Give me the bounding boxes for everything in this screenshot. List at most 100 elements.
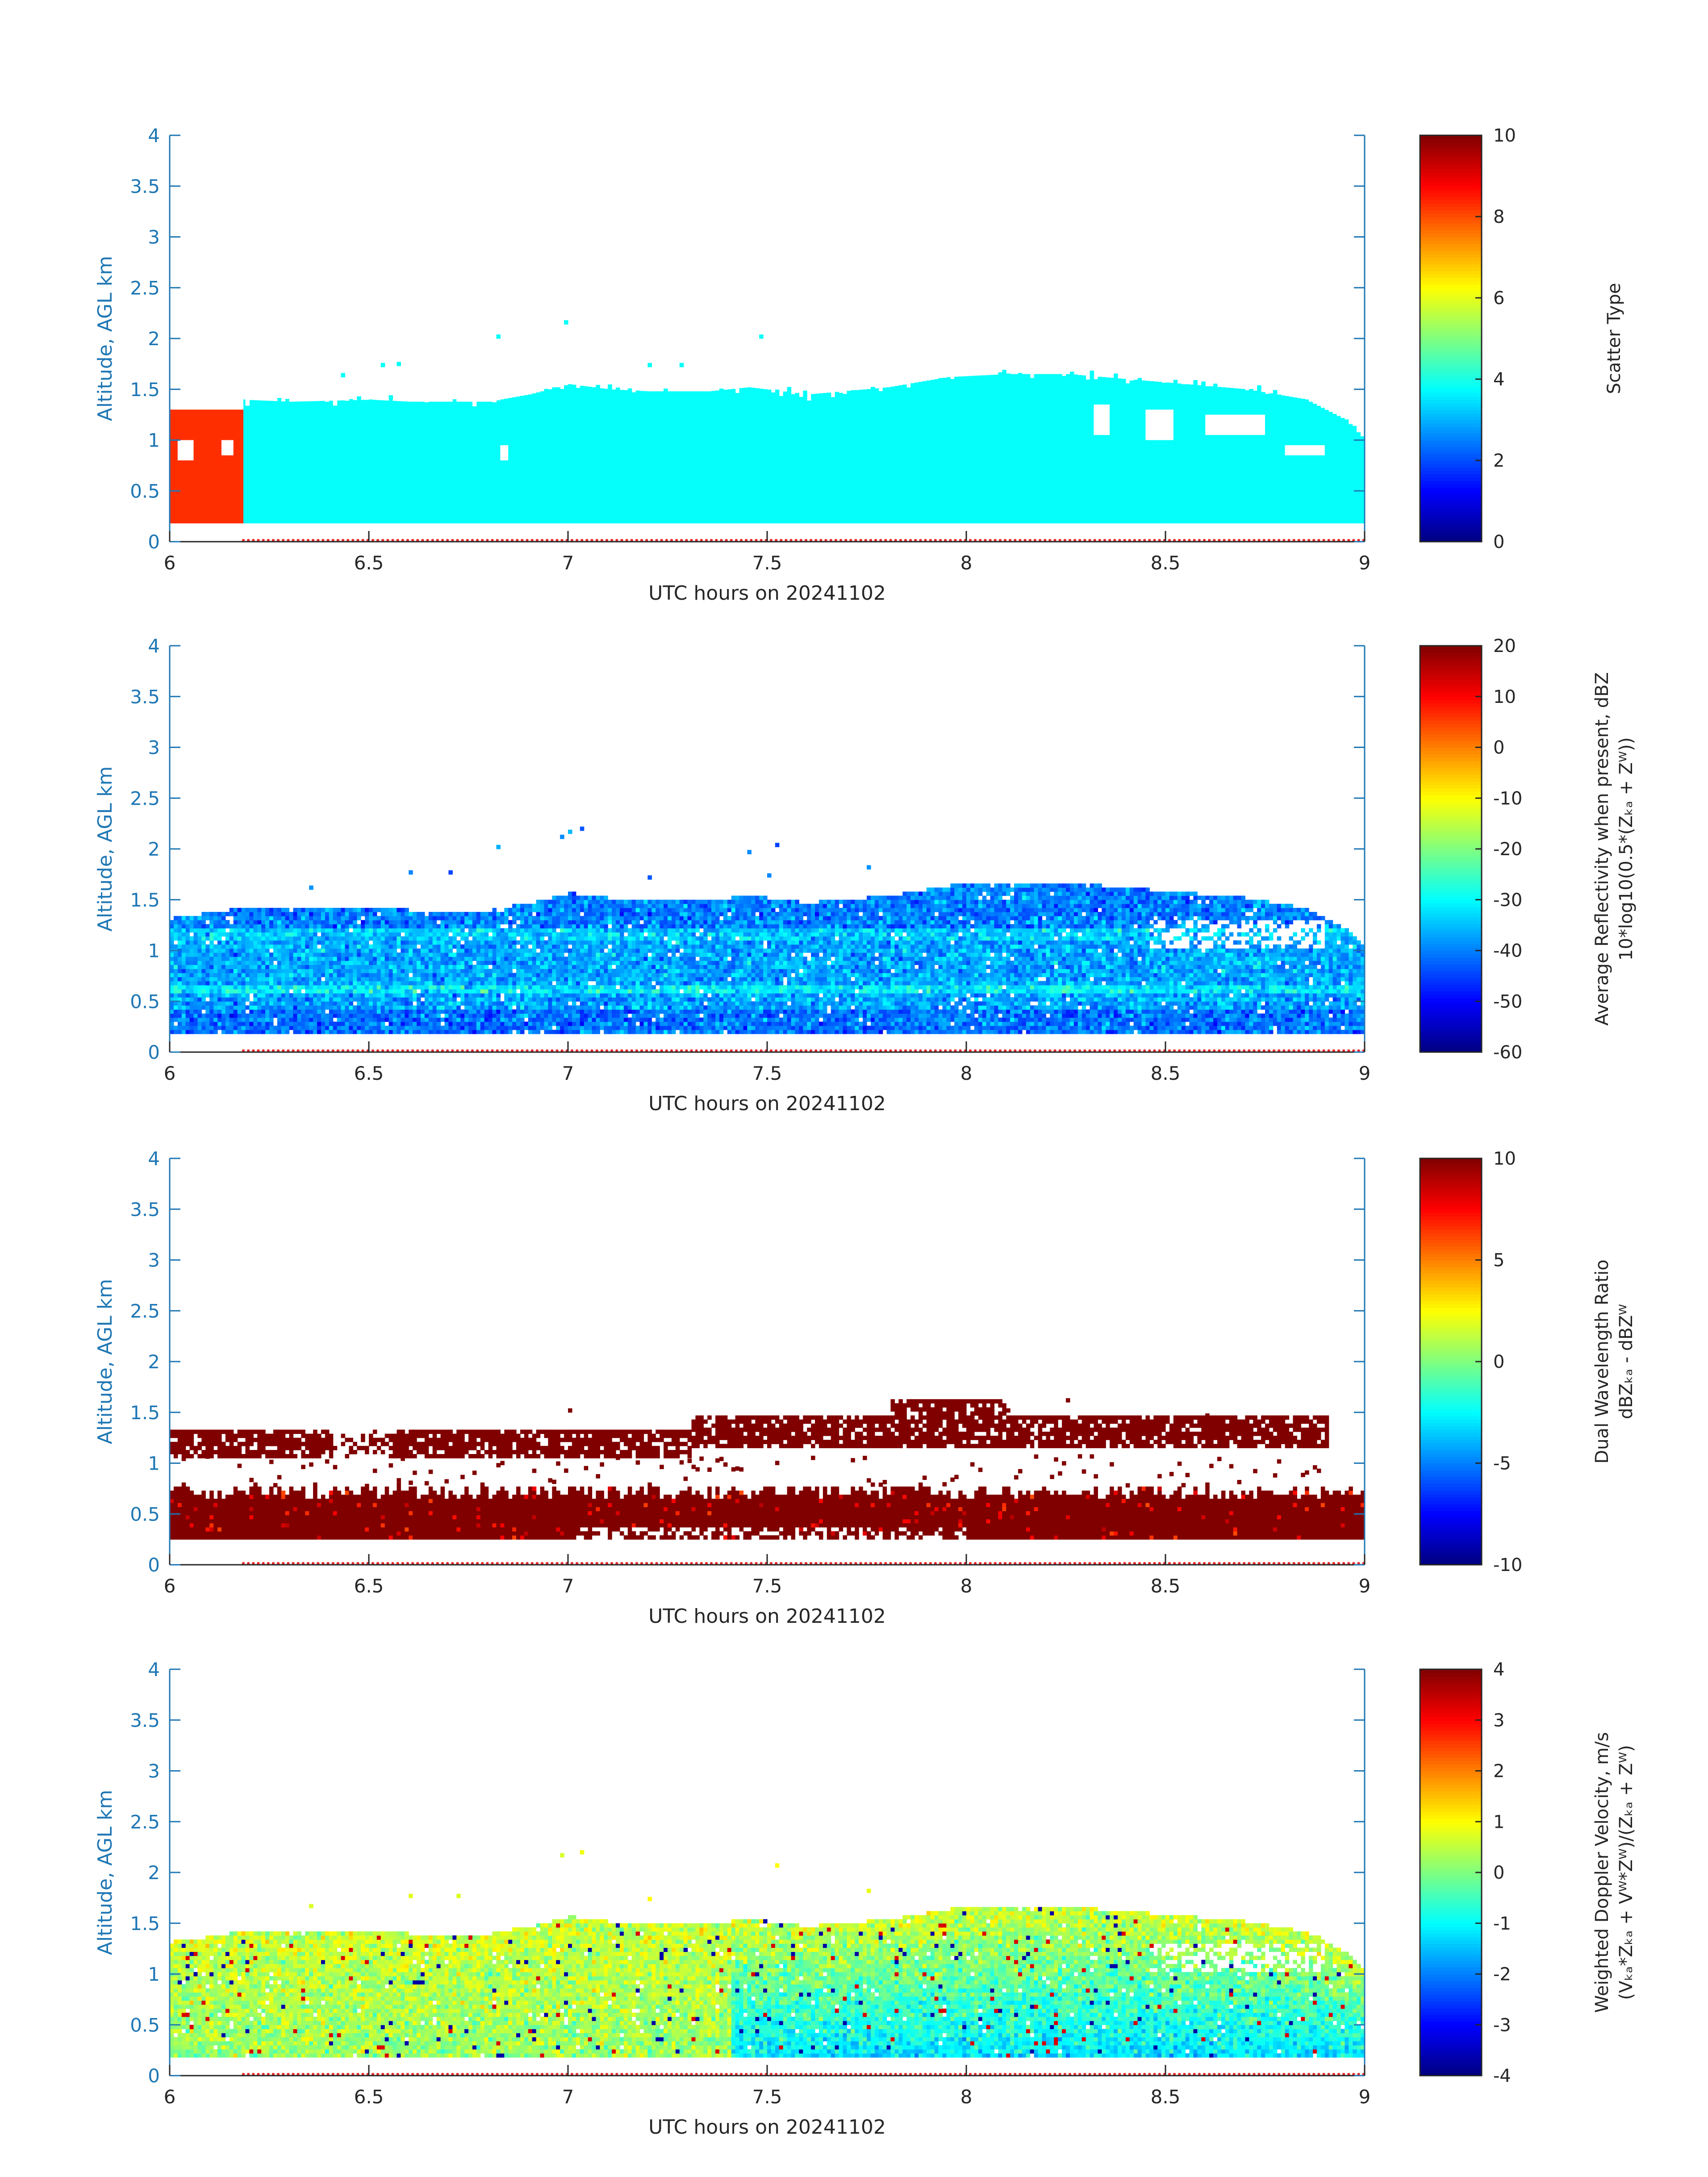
data-cell <box>217 940 222 945</box>
data-cell <box>703 981 708 986</box>
data-cell <box>221 997 226 1002</box>
data-cell <box>703 965 708 969</box>
data-cell <box>389 997 393 1002</box>
data-cell <box>234 961 238 965</box>
data-cell <box>576 936 580 941</box>
data-cell <box>249 928 254 932</box>
data-cell <box>727 1022 732 1026</box>
data-cell <box>556 1026 560 1030</box>
data-cell <box>552 1001 556 1006</box>
data-cell <box>592 932 597 937</box>
data-cell <box>245 997 250 1002</box>
data-cell <box>688 1018 692 1022</box>
data-cell <box>452 944 457 949</box>
data-cell <box>556 916 560 920</box>
data-cell <box>684 916 688 920</box>
data-cell <box>464 969 469 973</box>
data-cell <box>962 376 967 400</box>
data-cell <box>528 928 533 932</box>
data-cell <box>688 1022 692 1026</box>
data-cell <box>493 1005 497 1010</box>
data-cell <box>711 940 716 945</box>
data-cell <box>201 1001 206 1006</box>
data-cell <box>688 1026 692 1030</box>
data-cell <box>680 924 684 928</box>
data-cell <box>452 961 457 965</box>
data-cell <box>504 1022 509 1026</box>
data-cell <box>544 900 548 904</box>
data-cell <box>464 1018 469 1022</box>
data-cell <box>261 965 266 969</box>
data-cell <box>576 953 580 957</box>
data-cell <box>560 953 564 957</box>
data-cell <box>568 384 572 399</box>
data-cell <box>373 981 377 986</box>
data-cell <box>620 932 624 937</box>
data-cell <box>361 940 365 945</box>
data-cell <box>174 916 178 920</box>
data-cell <box>381 1009 385 1014</box>
gap-cell <box>178 440 194 461</box>
data-cell <box>580 1030 585 1034</box>
region-2 <box>243 400 1365 524</box>
data-cell <box>632 961 636 965</box>
data-cell <box>429 985 433 990</box>
data-cell <box>600 936 604 941</box>
data-cell <box>695 1005 700 1010</box>
data-cell <box>389 1001 393 1006</box>
data-cell <box>604 916 608 920</box>
gap-cell <box>253 400 258 401</box>
colorbar-segment <box>1420 163 1482 166</box>
colorbar-segment <box>1420 271 1482 274</box>
data-cell <box>536 1014 541 1018</box>
data-cell <box>249 957 254 961</box>
data-cell <box>660 920 664 924</box>
data-cell <box>293 985 298 990</box>
data-cell <box>596 957 600 961</box>
data-cell <box>273 957 278 961</box>
data-cell <box>524 993 529 998</box>
data-cell <box>468 916 473 920</box>
data-cell <box>715 936 720 941</box>
data-cell <box>197 985 202 990</box>
data-cell <box>540 900 545 904</box>
data-cell <box>437 1014 441 1018</box>
data-cell <box>536 1001 541 1006</box>
data-cell <box>381 1001 385 1006</box>
data-cell <box>361 924 365 928</box>
data-cell <box>624 1014 628 1018</box>
data-cell <box>719 940 724 945</box>
data-cell <box>393 1026 397 1030</box>
data-cell <box>325 940 330 945</box>
data-cell <box>357 924 361 928</box>
data-cell <box>552 1005 556 1010</box>
data-cell <box>309 973 313 978</box>
data-cell <box>572 912 576 916</box>
data-cell <box>385 997 389 1002</box>
data-cell <box>401 973 405 978</box>
data-cell <box>707 1001 712 1006</box>
data-cell <box>269 924 274 928</box>
data-cell <box>636 916 640 920</box>
data-cell <box>568 973 572 978</box>
data-cell <box>552 949 556 953</box>
data-cell <box>281 953 286 957</box>
data-cell <box>723 969 728 973</box>
data-cell <box>409 997 413 1002</box>
data-cell <box>281 993 286 998</box>
data-cell <box>277 1030 282 1034</box>
data-cell <box>584 1009 589 1014</box>
data-cell <box>373 977 377 982</box>
data-cell <box>489 953 493 957</box>
data-cell <box>329 924 334 928</box>
data-cell <box>249 973 254 978</box>
data-cell <box>719 997 724 1002</box>
data-cell <box>253 981 258 986</box>
data-cell <box>656 936 660 941</box>
data-cell <box>552 908 556 912</box>
data-cell <box>365 949 369 953</box>
data-cell <box>293 989 298 994</box>
data-cell <box>628 969 632 973</box>
data-cell <box>1277 394 1282 399</box>
data-cell <box>544 1005 548 1010</box>
